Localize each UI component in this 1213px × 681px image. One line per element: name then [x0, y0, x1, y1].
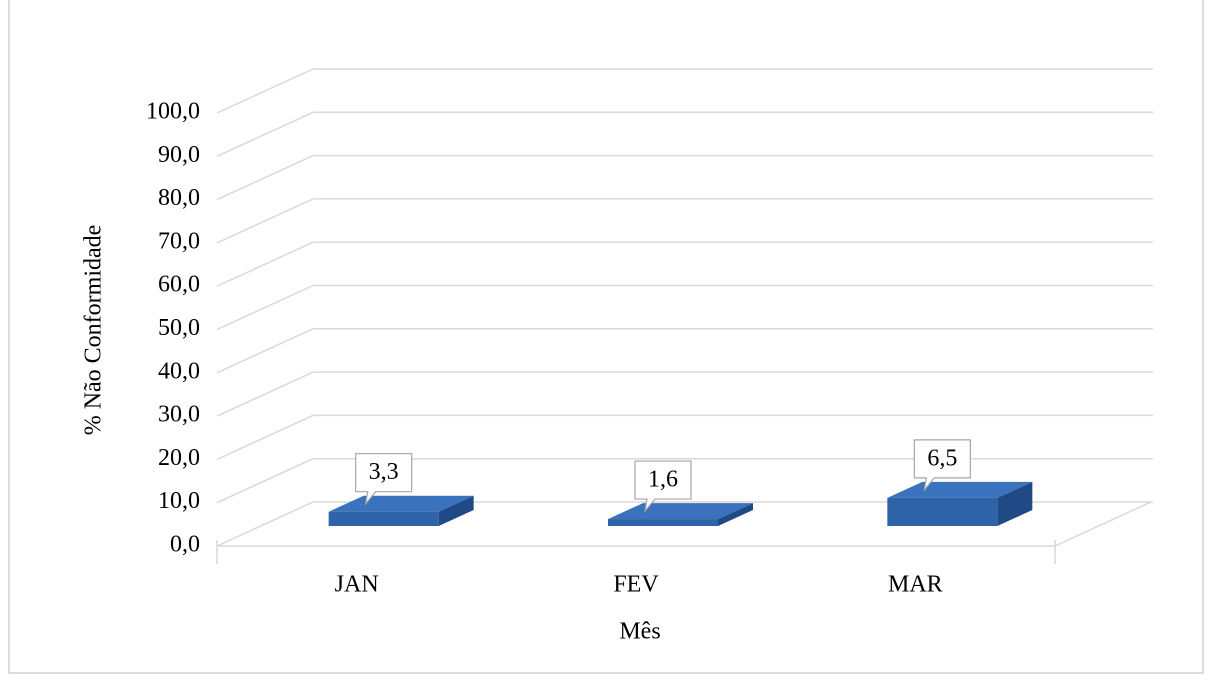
floor-side — [1054, 501, 1152, 547]
data-label-box — [355, 453, 413, 506]
bar-side — [438, 495, 474, 526]
bar — [887, 497, 998, 526]
y-tick-label: 0,0 — [170, 532, 200, 558]
data-label-box — [913, 439, 971, 492]
bar-top — [608, 503, 753, 520]
side-grid-line — [216, 198, 314, 244]
bar-top — [887, 481, 1033, 498]
y-tick-label: 40,0 — [158, 358, 200, 384]
side-grid-line — [216, 284, 314, 331]
side-grid-line — [216, 111, 314, 157]
side-grid-line — [216, 501, 314, 547]
side-grid-line — [216, 371, 314, 417]
y-tick-label: 30,0 — [158, 402, 200, 428]
side-grid-line — [216, 458, 314, 504]
bar-top — [328, 495, 474, 512]
y-axis-title: % Não Conformidade — [81, 225, 107, 436]
y-tick-label: 100,0 — [146, 99, 200, 125]
x-tick-label: JAN — [335, 572, 379, 598]
data-label: 3,3 — [369, 459, 399, 485]
side-grid-line — [216, 328, 314, 374]
side-grid-line — [216, 154, 314, 201]
bar — [608, 519, 718, 526]
y-tick-label: 10,0 — [158, 488, 200, 514]
x-axis-title: Mês — [619, 619, 660, 645]
y-tick-label: 20,0 — [158, 445, 200, 471]
side-grid-line — [216, 68, 314, 114]
y-tick-label: 90,0 — [158, 142, 200, 168]
y-tick-label: 60,0 — [158, 272, 200, 298]
side-grid-line — [216, 414, 314, 461]
bar — [328, 511, 439, 526]
x-tick-label: MAR — [888, 572, 943, 598]
x-tick-label: FEV — [613, 572, 659, 598]
bar-side — [718, 503, 753, 526]
data-label: 6,5 — [927, 445, 957, 471]
y-tick-label: 50,0 — [158, 315, 200, 341]
y-tick-label: 80,0 — [158, 185, 200, 211]
data-label-box — [634, 460, 692, 514]
bar-side — [997, 481, 1033, 526]
data-label: 1,6 — [648, 467, 678, 493]
y-tick-label: 70,0 — [158, 228, 200, 254]
side-grid-line — [216, 241, 314, 287]
